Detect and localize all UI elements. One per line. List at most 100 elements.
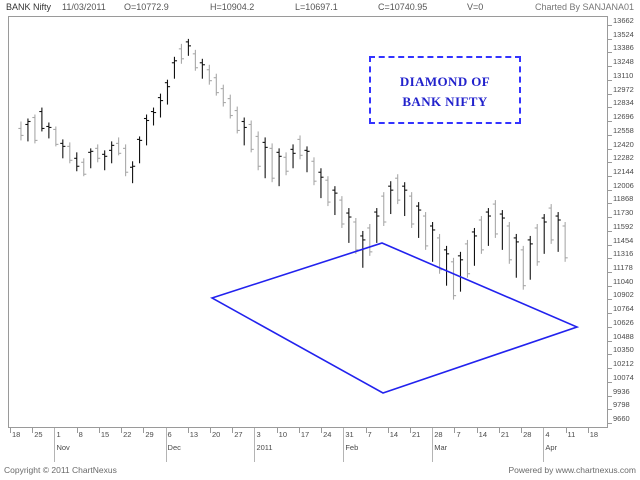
date-tick-mark bbox=[54, 428, 56, 462]
price-tick: 10764 bbox=[608, 304, 640, 315]
ohlc-bar bbox=[102, 150, 108, 171]
date-tick-mark bbox=[476, 428, 478, 433]
date-tick-mark bbox=[10, 428, 11, 433]
date-tick-mark bbox=[387, 428, 389, 433]
date-tick-day-label: 1 bbox=[56, 430, 61, 439]
price-tick-label: 11730 bbox=[613, 208, 634, 218]
date-tick-day-label: 18 bbox=[12, 430, 21, 439]
price-tick: 9798 bbox=[608, 400, 640, 411]
date-tick-mark bbox=[143, 428, 145, 433]
date-tick-mark bbox=[32, 428, 34, 433]
ohlc-bar bbox=[39, 107, 45, 132]
price-tick-mark bbox=[608, 381, 612, 383]
price-tick: 11454 bbox=[608, 236, 640, 246]
price-tick-mark bbox=[608, 121, 612, 123]
date-tick-mark bbox=[321, 428, 323, 433]
ohlc-bar bbox=[464, 239, 471, 278]
header-high: H=10904.2 bbox=[210, 2, 255, 12]
header-symbol: BANK Nifty bbox=[6, 2, 52, 12]
ohlc-bar bbox=[269, 143, 275, 183]
ohlc-bar bbox=[276, 148, 282, 187]
date-tick-mark bbox=[187, 428, 189, 433]
price-tick: 12558 bbox=[608, 125, 640, 136]
price-tick-label: 12972 bbox=[613, 84, 634, 94]
ohlc-bar bbox=[25, 118, 31, 142]
price-tick: 12144 bbox=[608, 166, 640, 177]
price-tick-label: 10902 bbox=[613, 290, 634, 300]
price-tick-label: 12006 bbox=[613, 180, 634, 190]
ohlc-bar bbox=[360, 230, 366, 268]
status-footer: Copyright © 2011 ChartNexus Powered by w… bbox=[0, 464, 640, 478]
price-tick-label: 13248 bbox=[613, 57, 634, 67]
date-tick-day-label: 21 bbox=[500, 430, 510, 439]
ohlc-bar bbox=[534, 223, 540, 266]
price-tick-label: 12558 bbox=[613, 125, 634, 135]
ohlc-bar bbox=[116, 137, 122, 156]
ohlc-bar bbox=[346, 208, 352, 243]
ohlc-bar bbox=[541, 214, 547, 254]
ohlc-bar bbox=[492, 200, 498, 238]
price-tick-label: 12696 bbox=[613, 112, 634, 122]
ohlc-bar bbox=[471, 227, 478, 266]
price-tick-label: 11592 bbox=[613, 221, 634, 231]
price-tick: 12006 bbox=[608, 180, 640, 191]
ohlc-bar bbox=[262, 137, 268, 179]
ohlc-bar bbox=[32, 114, 38, 144]
ohlc-bar bbox=[520, 245, 526, 290]
date-tick-mark bbox=[565, 428, 567, 433]
price-tick: 13662 bbox=[608, 16, 640, 26]
date-tick-mark bbox=[298, 428, 300, 433]
ohlc-bar bbox=[199, 58, 205, 79]
price-tick: 10488 bbox=[608, 332, 640, 342]
ohlc-bar bbox=[409, 192, 415, 228]
price-tick-mark bbox=[608, 244, 612, 246]
header-open: O=10772.9 bbox=[124, 2, 169, 12]
price-tick: 13524 bbox=[608, 29, 640, 40]
ohlc-bar bbox=[332, 186, 338, 216]
date-tick-month-label: Dec bbox=[167, 443, 181, 452]
price-tick-mark bbox=[608, 423, 612, 424]
ohlc-bar bbox=[506, 222, 512, 264]
ohlc-bar bbox=[290, 144, 296, 169]
ohlc-bar bbox=[178, 43, 185, 64]
date-tick-mark bbox=[76, 428, 78, 433]
ohlc-bar bbox=[297, 135, 303, 160]
ohlc-bar bbox=[88, 148, 94, 169]
date-tick-mark bbox=[210, 428, 211, 433]
price-tick-mark bbox=[608, 409, 612, 411]
price-tick-label: 12144 bbox=[613, 166, 634, 176]
price-tick-mark bbox=[608, 107, 612, 109]
price-tick: 9660 bbox=[608, 414, 640, 424]
date-tick-day-label: 15 bbox=[100, 430, 110, 439]
ohlc-bar bbox=[18, 121, 24, 141]
header-date: 11/03/2011 bbox=[62, 2, 106, 12]
price-tick-mark bbox=[608, 203, 612, 205]
date-tick-day-label: 14 bbox=[478, 430, 487, 439]
ohlc-bar bbox=[562, 222, 568, 262]
price-tick-mark bbox=[608, 326, 612, 328]
price-tick-label: 13662 bbox=[613, 16, 634, 25]
annotation-textbox[interactable]: DIAMOND OF BANK NIFTY bbox=[369, 56, 521, 124]
price-tick: 12834 bbox=[608, 98, 640, 109]
copyright-label: Copyright © 2011 ChartNexus bbox=[4, 465, 117, 475]
ohlc-bar bbox=[548, 204, 554, 244]
price-tick: 12282 bbox=[608, 153, 640, 164]
price-tick-label: 13524 bbox=[613, 29, 634, 39]
price-tick: 10212 bbox=[608, 359, 640, 370]
ohlc-bar bbox=[429, 222, 436, 262]
date-tick-day-label: 4 bbox=[545, 430, 550, 439]
header-charted-by: Charted By SANJANA01 bbox=[534, 2, 634, 12]
ohlc-bar bbox=[213, 73, 219, 96]
ohlc-bar bbox=[311, 157, 317, 186]
ohlc-bar bbox=[164, 79, 171, 105]
price-tick-label: 11868 bbox=[613, 194, 634, 204]
ohlc-bar bbox=[304, 146, 310, 173]
price-tick: 10350 bbox=[608, 345, 640, 356]
ohlc-bar bbox=[457, 251, 464, 292]
ohlc-bar bbox=[402, 182, 408, 217]
price-tick: 11178 bbox=[608, 263, 640, 274]
date-tick-mark bbox=[543, 428, 545, 462]
price-tick: 11040 bbox=[608, 277, 640, 287]
ohlc-bar bbox=[255, 131, 261, 171]
date-tick-mark bbox=[454, 428, 456, 433]
